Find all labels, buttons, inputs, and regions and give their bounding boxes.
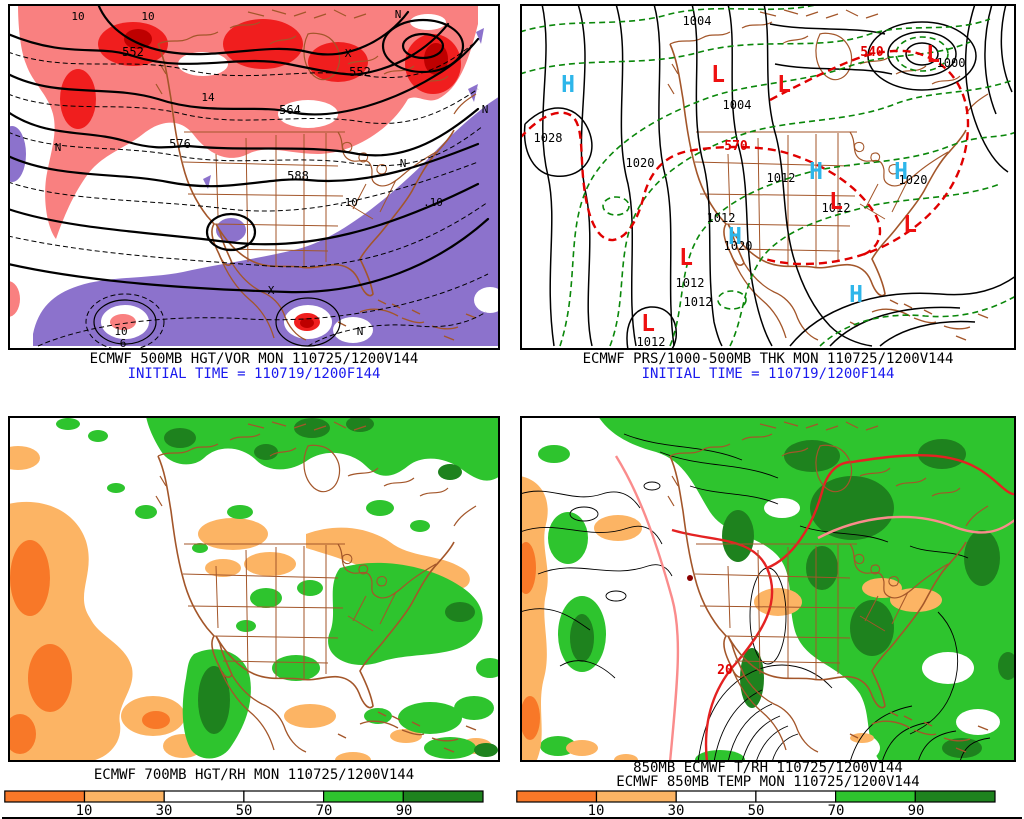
pressure-label: 1028: [534, 131, 563, 145]
vorticity-value-labels: 10 10 14 .10 .10 10 6: [71, 10, 443, 350]
colorbar-segment: [402, 790, 484, 803]
high-symbols: H H H H H: [561, 72, 908, 308]
extrema-mark: N: [400, 157, 407, 170]
low-symbol: L: [829, 189, 843, 215]
colorbar-tick: 10: [588, 803, 605, 817]
colorbar-tick: 90: [396, 803, 413, 817]
colorbar-segment: [675, 790, 757, 803]
pressure-label: 1012: [676, 276, 705, 290]
colorbar-segment: [323, 790, 404, 803]
height-label: 552: [349, 65, 371, 79]
vorticity-label: .10: [423, 196, 443, 209]
height-label: 564: [279, 103, 301, 117]
pressure-label: 1020: [899, 173, 928, 187]
pressure-label: 1012: [822, 201, 851, 215]
height-label: 588: [287, 169, 309, 183]
colorbar-segment: [595, 790, 677, 803]
temperature-contours-colored: [614, 454, 1016, 762]
extrema-mark: N: [55, 141, 62, 154]
thickness-contours-red: [520, 49, 970, 266]
high-symbol: H: [728, 224, 742, 250]
caption-500mb: ECMWF 500MB HGT/VOR MON 110725/1200V144: [89, 351, 419, 367]
rh-colorbar-left: 10 30 50 70 90: [4, 790, 484, 817]
low-symbols: L L L L L L L: [641, 42, 940, 337]
colorbar-tick: 30: [156, 803, 173, 817]
vorticity-label: 10: [141, 10, 154, 23]
colorbar-tick: 70: [316, 803, 333, 817]
high-symbol: H: [849, 282, 863, 308]
bottom-rule: [2, 817, 1022, 819]
vorticity-label: 10: [114, 325, 127, 338]
caption-850mb-line1: 850MB ECMWF T/RH 110725/1200V144: [633, 760, 903, 776]
extrema-mark: X: [345, 47, 352, 60]
colorbar-segment: [4, 790, 86, 803]
pressure-label: 1004: [683, 14, 712, 28]
colorbar-segment: [83, 790, 165, 803]
thickness-label: 570: [724, 139, 748, 154]
height-contours: [8, 4, 490, 350]
height-contour-labels: 552 552 564 576 588: [122, 45, 371, 183]
extrema-mark: N: [357, 325, 364, 338]
colorbar-tick: 50: [236, 803, 253, 817]
colorbar-tick: 30: [668, 803, 685, 817]
colorbar-tick: 50: [748, 803, 765, 817]
high-symbol: H: [809, 159, 823, 185]
panel-500mb-hgt-vor-map: 552 552 564 576 588 10 10 14 .10 .10 10 …: [8, 4, 500, 350]
colorbar-tick: 70: [828, 803, 845, 817]
pressure-label: 1020: [724, 239, 753, 253]
high-symbol: H: [894, 159, 908, 185]
pressure-label: 1020: [626, 156, 655, 170]
high-symbol: H: [561, 72, 575, 98]
panel-700mb-rh-map: [8, 416, 500, 762]
initial-time-prs-thk: INITIAL TIME = 110719/1200F144: [641, 366, 895, 382]
temperature-labels: 20: [717, 663, 733, 678]
rh-colorbar-right: 10 30 50 70 90: [516, 790, 996, 817]
height-label: 576: [169, 137, 191, 151]
vorticity-eye-spots: [101, 287, 500, 343]
panel-prs-thk-map: 1004 1004 1000 1028 1020 1020 1020 1012 …: [520, 4, 1016, 350]
extrema-mark: N: [395, 8, 402, 21]
pressure-label: 1012: [767, 171, 796, 185]
pressure-label: 1012: [637, 335, 666, 349]
thickness-contours-green: [520, 4, 1016, 347]
colorbar-tick: 90: [908, 803, 925, 817]
colorbar-segment: [163, 790, 245, 803]
pressure-label: 1000: [937, 56, 966, 70]
low-symbol: L: [711, 62, 725, 88]
pressure-label: 1012: [707, 211, 736, 225]
initial-time-500mb: INITIAL TIME = 110719/1200F144: [127, 366, 381, 382]
pressure-labels: 1004 1004 1000 1028 1020 1020 1020 1012 …: [534, 14, 966, 349]
height-label: 552: [122, 45, 144, 59]
vorticity-label: 10: [71, 10, 84, 23]
colorbar-segment: [243, 790, 325, 803]
colorbar-segment: [755, 790, 837, 803]
extrema-marks: N N N N N X X: [55, 8, 489, 338]
caption-prs-thk: ECMWF PRS/1000-500MB THK MON 110725/1200…: [582, 351, 954, 367]
colorbar-segment: [835, 790, 916, 803]
extrema-mark: N: [482, 103, 489, 116]
colorbar-segment: [914, 790, 996, 803]
thickness-label: 540: [860, 45, 884, 60]
extrema-mark: X: [268, 284, 275, 297]
vorticity-label: 14: [201, 91, 215, 104]
panel-850mb-trh-map: 20: [520, 416, 1016, 762]
caption-850mb-line2: ECMWF 850MB TEMP MON 110725/1200V144: [616, 774, 920, 790]
colorbar-segment: [516, 790, 598, 803]
low-symbol: L: [903, 212, 917, 238]
temp-contour-label: 20: [717, 663, 733, 678]
low-symbol: L: [641, 311, 655, 337]
vorticity-label: .10: [338, 196, 358, 209]
low-symbol: L: [926, 42, 940, 68]
low-symbol: L: [777, 72, 791, 98]
low-symbol: L: [679, 245, 693, 271]
colorbar-tick: 10: [76, 803, 93, 817]
vorticity-label: 6: [120, 337, 127, 350]
caption-700mb: ECMWF 700MB HGT/RH MON 110725/1200V144: [93, 767, 415, 783]
pressure-label: 1012: [684, 295, 713, 309]
isobar-contours: [523, 4, 1016, 350]
thickness-labels: 540 570: [724, 45, 884, 154]
pressure-label: 1004: [723, 98, 752, 112]
